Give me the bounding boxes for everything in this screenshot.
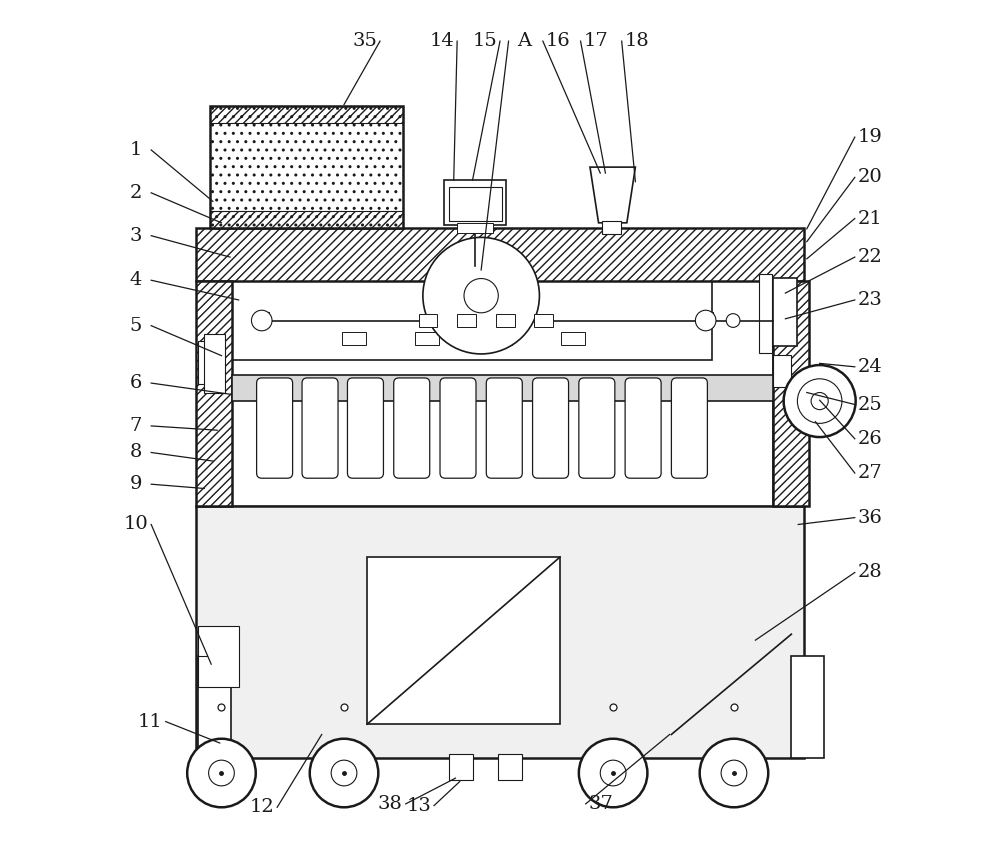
Bar bbox=[449, 187, 502, 221]
Circle shape bbox=[797, 379, 842, 423]
Text: 25: 25 bbox=[858, 395, 883, 414]
Circle shape bbox=[695, 310, 716, 331]
Text: 13: 13 bbox=[406, 796, 431, 815]
Circle shape bbox=[310, 739, 378, 807]
Circle shape bbox=[187, 739, 256, 807]
Text: 15: 15 bbox=[472, 32, 497, 51]
Bar bbox=[457, 223, 493, 233]
Text: 3: 3 bbox=[130, 226, 142, 245]
Bar bbox=[198, 656, 231, 758]
Text: 16: 16 bbox=[546, 32, 571, 51]
Bar bbox=[232, 281, 712, 360]
Bar bbox=[210, 106, 403, 228]
Bar bbox=[773, 278, 797, 346]
Bar bbox=[255, 312, 269, 327]
Text: 9: 9 bbox=[130, 475, 142, 494]
FancyBboxPatch shape bbox=[302, 378, 338, 478]
Bar bbox=[342, 332, 366, 345]
Bar bbox=[415, 332, 439, 345]
Text: 21: 21 bbox=[858, 209, 883, 228]
Bar bbox=[196, 506, 804, 758]
Circle shape bbox=[784, 365, 856, 437]
Text: A: A bbox=[517, 32, 531, 51]
Bar bbox=[699, 312, 713, 327]
Bar bbox=[232, 375, 773, 401]
Bar bbox=[496, 314, 515, 327]
Text: 8: 8 bbox=[130, 443, 142, 462]
Bar bbox=[367, 557, 560, 724]
Circle shape bbox=[811, 393, 828, 410]
FancyBboxPatch shape bbox=[533, 378, 569, 478]
Circle shape bbox=[423, 237, 539, 354]
FancyBboxPatch shape bbox=[579, 378, 615, 478]
Text: 12: 12 bbox=[249, 798, 274, 817]
Text: 36: 36 bbox=[858, 508, 883, 527]
Text: 38: 38 bbox=[378, 794, 403, 813]
Polygon shape bbox=[590, 167, 635, 223]
Bar bbox=[791, 656, 824, 758]
Text: 2: 2 bbox=[130, 183, 142, 202]
Text: 26: 26 bbox=[858, 429, 883, 448]
Text: 28: 28 bbox=[858, 563, 883, 582]
Bar bbox=[773, 281, 809, 506]
FancyBboxPatch shape bbox=[625, 378, 661, 478]
Bar bbox=[457, 314, 476, 327]
Bar bbox=[210, 106, 403, 123]
FancyBboxPatch shape bbox=[671, 378, 707, 478]
Text: 17: 17 bbox=[584, 32, 608, 51]
FancyBboxPatch shape bbox=[347, 378, 383, 478]
Text: 24: 24 bbox=[858, 357, 883, 376]
Text: 27: 27 bbox=[858, 464, 883, 482]
Text: 23: 23 bbox=[858, 291, 883, 309]
Bar bbox=[196, 228, 804, 281]
Bar bbox=[773, 355, 791, 387]
Text: 19: 19 bbox=[858, 128, 883, 147]
Bar bbox=[449, 754, 473, 780]
Bar bbox=[204, 334, 225, 393]
Bar bbox=[759, 274, 772, 353]
Text: 22: 22 bbox=[858, 248, 883, 267]
Text: 18: 18 bbox=[625, 32, 649, 51]
Bar bbox=[419, 314, 437, 327]
Bar bbox=[444, 180, 506, 225]
Text: 20: 20 bbox=[858, 168, 883, 187]
Bar bbox=[488, 332, 512, 345]
Bar bbox=[498, 754, 522, 780]
Bar bbox=[561, 332, 585, 345]
Circle shape bbox=[251, 310, 272, 331]
Text: 4: 4 bbox=[130, 271, 142, 290]
Text: 7: 7 bbox=[130, 417, 142, 435]
Bar bbox=[534, 314, 553, 327]
Bar bbox=[198, 626, 239, 687]
Circle shape bbox=[700, 739, 768, 807]
FancyBboxPatch shape bbox=[440, 378, 476, 478]
Text: 14: 14 bbox=[429, 32, 454, 51]
FancyBboxPatch shape bbox=[394, 378, 430, 478]
Text: 6: 6 bbox=[130, 374, 142, 393]
FancyBboxPatch shape bbox=[486, 378, 522, 478]
Bar bbox=[232, 281, 773, 506]
Bar bbox=[198, 341, 214, 384]
Text: 35: 35 bbox=[352, 32, 377, 51]
Bar bbox=[790, 379, 800, 403]
Text: 5: 5 bbox=[130, 316, 142, 335]
Circle shape bbox=[579, 739, 647, 807]
Text: 37: 37 bbox=[589, 794, 614, 813]
Circle shape bbox=[464, 279, 498, 313]
Text: 11: 11 bbox=[138, 712, 163, 731]
Circle shape bbox=[726, 314, 740, 327]
Text: 1: 1 bbox=[130, 141, 142, 159]
Text: 10: 10 bbox=[123, 515, 148, 534]
FancyBboxPatch shape bbox=[257, 378, 293, 478]
Bar bbox=[210, 211, 403, 228]
Bar bbox=[196, 281, 232, 506]
Bar bbox=[602, 221, 621, 234]
